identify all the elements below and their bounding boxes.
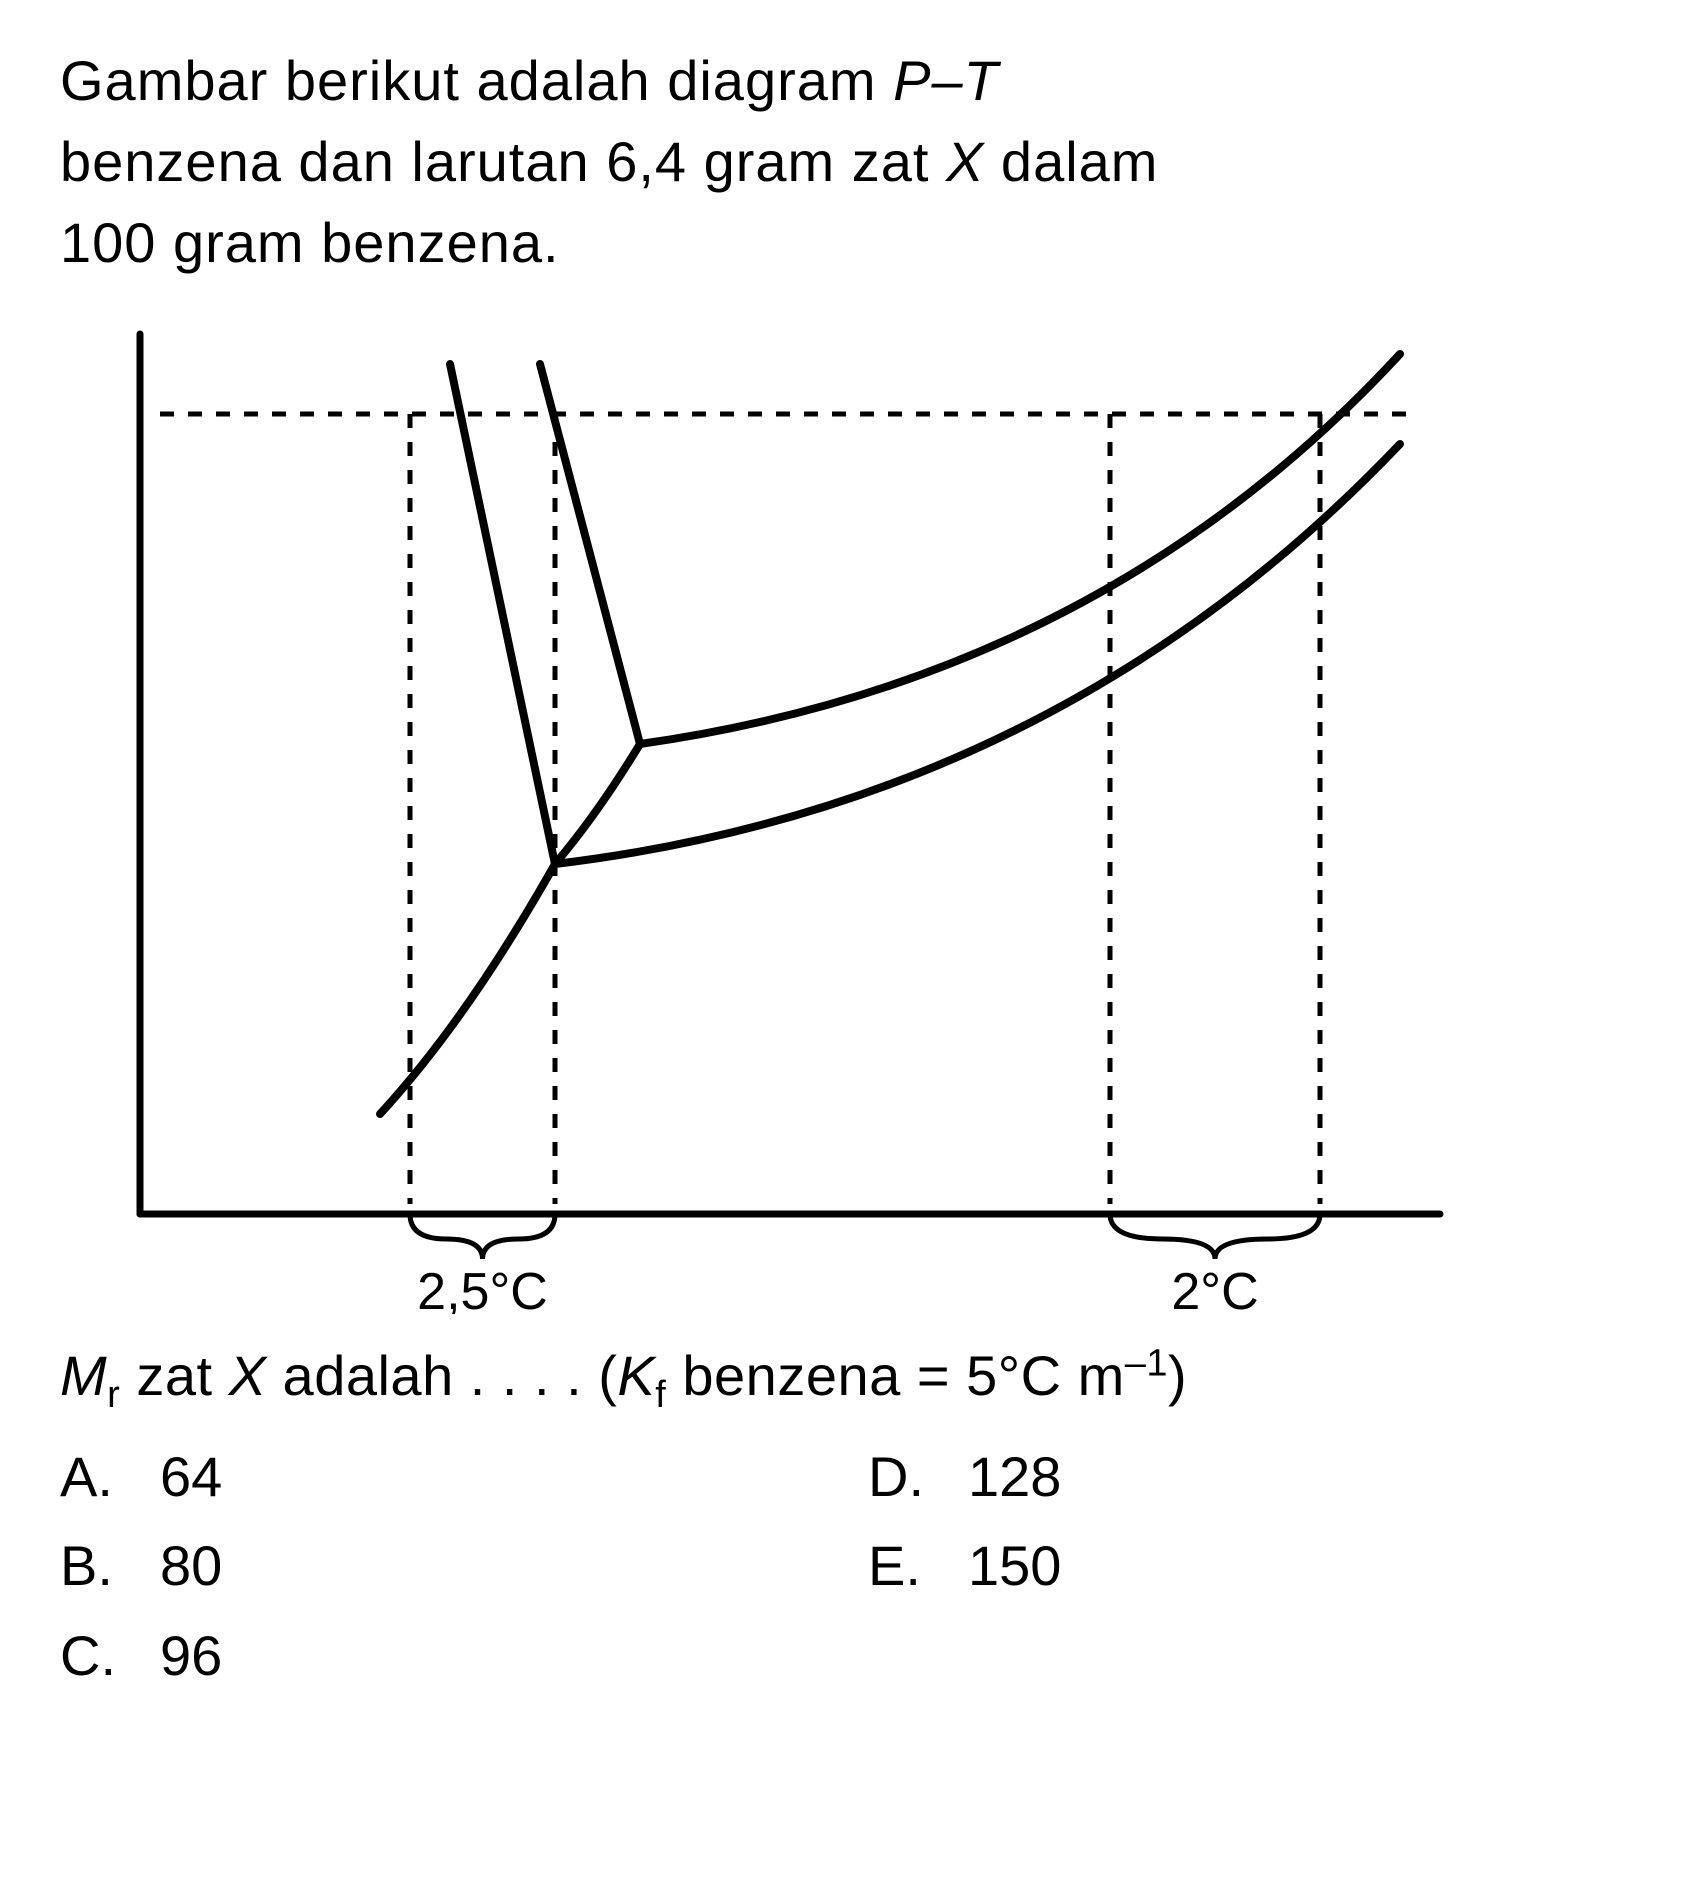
q-pt: P–T <box>893 49 999 112</box>
q-line2-part1: benzena dan larutan 6,4 gram zat <box>60 130 946 193</box>
option-c-value: 96 <box>160 1611 260 1701</box>
q-x: X <box>946 130 984 193</box>
option-d-value: 128 <box>968 1432 1068 1522</box>
formula-line: Mr zat X adalah . . . . (Kf benzena = 5°… <box>60 1334 1636 1424</box>
option-a: A. 64 <box>60 1432 828 1522</box>
q-line1-part1: Gambar berikut adalah diagram <box>60 49 893 112</box>
option-e-value: 150 <box>968 1521 1068 1611</box>
mr-symbol: M <box>60 1344 107 1407</box>
formula-text2: adalah . . . . ( <box>267 1344 618 1407</box>
option-c: C. 96 <box>60 1611 828 1701</box>
formula-text1: zat <box>120 1344 228 1407</box>
option-a-value: 64 <box>160 1432 260 1522</box>
kf-symbol: K <box>617 1344 655 1407</box>
option-b: B. 80 <box>60 1521 828 1611</box>
pt-diagram: 2,5°C 2°C <box>80 314 1480 1314</box>
formula-exp: –1 <box>1125 1342 1168 1384</box>
option-b-value: 80 <box>160 1521 260 1611</box>
q-line2-part2: dalam <box>984 130 1158 193</box>
kf-sub: f <box>655 1374 666 1416</box>
formula-text4: ) <box>1168 1344 1187 1407</box>
option-d: D. 128 <box>868 1432 1636 1522</box>
mr-sub: r <box>107 1374 120 1416</box>
option-e-letter: E. <box>868 1521 928 1611</box>
formula-x: X <box>229 1344 267 1407</box>
q-line3: 100 gram benzena. <box>60 211 560 274</box>
diagram-svg: 2,5°C 2°C <box>80 314 1480 1314</box>
svg-text:2°C: 2°C <box>1171 1263 1258 1314</box>
option-a-letter: A. <box>60 1432 120 1522</box>
option-e: E. 150 <box>868 1521 1636 1611</box>
formula-text3: benzena = 5°C m <box>666 1344 1124 1407</box>
option-b-letter: B. <box>60 1521 120 1611</box>
question-text: Gambar berikut adalah diagram P–T benzen… <box>60 40 1636 284</box>
options-grid: A. 64 D. 128 B. 80 E. 150 C. 96 <box>60 1432 1636 1701</box>
option-d-letter: D. <box>868 1432 928 1522</box>
svg-text:2,5°C: 2,5°C <box>417 1263 548 1314</box>
option-c-letter: C. <box>60 1611 120 1701</box>
